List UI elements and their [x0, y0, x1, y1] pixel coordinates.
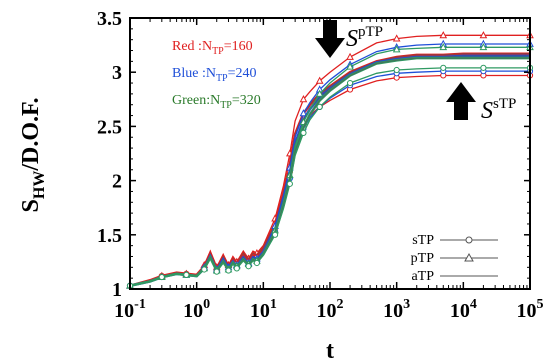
- data-point-green-stp: [213, 268, 220, 275]
- y-axis-title-main: S: [18, 199, 44, 212]
- y-tick-label: 3.5: [97, 8, 122, 30]
- data-point-red-ptp: [392, 34, 401, 42]
- tick-layer: 1 1.5 2 2.5 3 3.5 10-1 100 101 102 103 104 105: [97, 8, 544, 322]
- x-tick-label: 10-1: [114, 297, 146, 322]
- legend: sTP pTP aTP: [411, 233, 498, 284]
- legend-label-atp: aTP: [411, 269, 434, 284]
- data-point-green-ptp: [392, 45, 401, 53]
- down-arrow-icon: [315, 20, 345, 58]
- up-arrow-icon: [446, 82, 476, 120]
- data-point-red-ptp: [479, 31, 488, 39]
- data-point-green-stp: [233, 265, 240, 272]
- data-point-green-stp: [316, 103, 323, 110]
- data-point-red-ptp: [439, 31, 448, 39]
- y-axis-title-rest: /D.O.F.: [18, 98, 44, 172]
- data-point-green-stp: [253, 259, 260, 267]
- annotation-blue: Blue :NTP=240: [172, 66, 257, 84]
- data-point-red-ptp: [299, 95, 308, 103]
- annotation-red: Red :NTP=160: [172, 39, 253, 57]
- data-point-red-ptp: [346, 52, 354, 60]
- legend-marker-ptp: [464, 252, 474, 262]
- y-tick-label: 1: [112, 279, 122, 301]
- x-tick-label: 103: [383, 297, 410, 322]
- data-point-green-stp: [158, 273, 165, 281]
- stp-arrow-label: SsTP: [481, 96, 516, 124]
- y-tick-label: 3: [112, 62, 122, 84]
- data-point-green-ptp: [479, 43, 488, 51]
- data-point-green-stp: [393, 66, 400, 74]
- svg-text:SHW/D.O.F.: SHW/D.O.F.: [18, 98, 48, 213]
- y-tick-label: 2.5: [97, 116, 122, 138]
- y-tick-label: 1.5: [97, 225, 122, 247]
- legend-label-stp: sTP: [412, 233, 434, 248]
- data-point-blue-ptp: [299, 109, 308, 117]
- series-line-green-stp: [129, 67, 530, 287]
- data-point-green-stp: [286, 180, 293, 187]
- data-point-green-stp: [183, 271, 190, 279]
- x-tick-label: 104: [450, 297, 477, 322]
- y-tick-label: 2: [112, 171, 122, 193]
- x-tick-label: 105: [517, 297, 544, 322]
- data-point-green-stp: [201, 266, 208, 273]
- series-line-green-ptp: [129, 46, 530, 287]
- series-layer: [126, 31, 534, 289]
- x-tick-label: 102: [317, 297, 344, 322]
- data-point-green-stp: [225, 267, 232, 274]
- y-axis-title-sub: HW: [31, 171, 48, 199]
- ptp-arrow-label: SpTP: [346, 24, 383, 52]
- legend-marker-stp: [465, 236, 473, 244]
- data-point-red-ptp: [315, 76, 324, 84]
- x-axis-title: t: [326, 338, 334, 362]
- x-tick-label: 101: [250, 297, 277, 322]
- data-point-green-stp: [300, 129, 307, 137]
- data-point-green-ptp: [315, 89, 324, 97]
- data-point-green-ptp: [439, 43, 448, 51]
- x-tick-label: 100: [183, 297, 210, 322]
- y-axis-title: SHW/D.O.F.: [18, 98, 48, 213]
- data-point-green-stp: [245, 263, 252, 270]
- data-point-green-stp: [346, 79, 354, 87]
- data-point-green-stp: [440, 64, 447, 71]
- data-point-green-ptp: [346, 62, 354, 70]
- data-point-green-stp: [480, 64, 487, 71]
- annotation-green: Green:NTP=320: [172, 93, 261, 111]
- legend-label-ptp: pTP: [411, 251, 435, 266]
- data-point-green-stp: [271, 231, 279, 238]
